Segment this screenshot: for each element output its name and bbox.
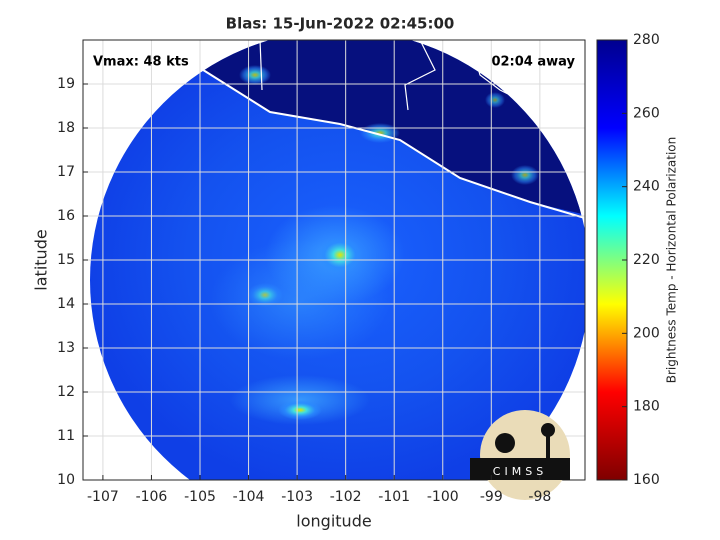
colorbar-tick-label: 160 — [633, 472, 660, 488]
x-tick-label: -99 — [480, 489, 503, 505]
x-tick-label: -98 — [528, 489, 551, 505]
colorbar-tick-label: 180 — [633, 399, 660, 415]
x-tick-label: -102 — [330, 489, 362, 505]
colorbar-label: Brightness Temp - Horizontal Polarizatio… — [665, 137, 679, 384]
x-tick-label: -104 — [233, 489, 265, 505]
chart-title: Blas: 15-Jun-2022 02:45:00 — [226, 15, 455, 33]
logo: CIMSS — [470, 410, 570, 500]
y-tick-label: 19 — [57, 76, 75, 92]
y-tick-label: 18 — [57, 120, 75, 136]
y-axis-label: latitude — [32, 229, 51, 290]
y-tick-label: 11 — [57, 428, 75, 444]
x-tick-label: -101 — [378, 489, 410, 505]
logo-text: CIMSS — [493, 465, 547, 478]
colorbar-tick-label: 260 — [633, 105, 660, 121]
y-tick-label: 13 — [57, 340, 75, 356]
y-tick-label: 14 — [57, 296, 75, 312]
x-axis-label: longitude — [296, 512, 371, 531]
x-tick-label: -105 — [184, 489, 216, 505]
y-tick-label: 17 — [57, 164, 75, 180]
x-tick-label: -103 — [281, 489, 313, 505]
x-tick-label: -106 — [136, 489, 168, 505]
x-tick-label: -107 — [87, 489, 119, 505]
y-tick-label: 10 — [57, 472, 75, 488]
colorbar-tick-label: 240 — [633, 179, 660, 195]
annotation: Vmax: 48 kts — [93, 55, 189, 70]
x-tick-label: -100 — [427, 489, 459, 505]
grid — [83, 40, 585, 481]
colorbar-tick-label: 220 — [633, 252, 660, 268]
annotation: 02:04 away — [491, 55, 575, 70]
colorbar-tick-label: 280 — [633, 32, 660, 48]
y-tick-label: 15 — [57, 252, 75, 268]
colorbar-tick-label: 200 — [633, 325, 660, 341]
y-tick-label: 12 — [57, 384, 75, 400]
y-tick-label: 16 — [57, 208, 75, 224]
